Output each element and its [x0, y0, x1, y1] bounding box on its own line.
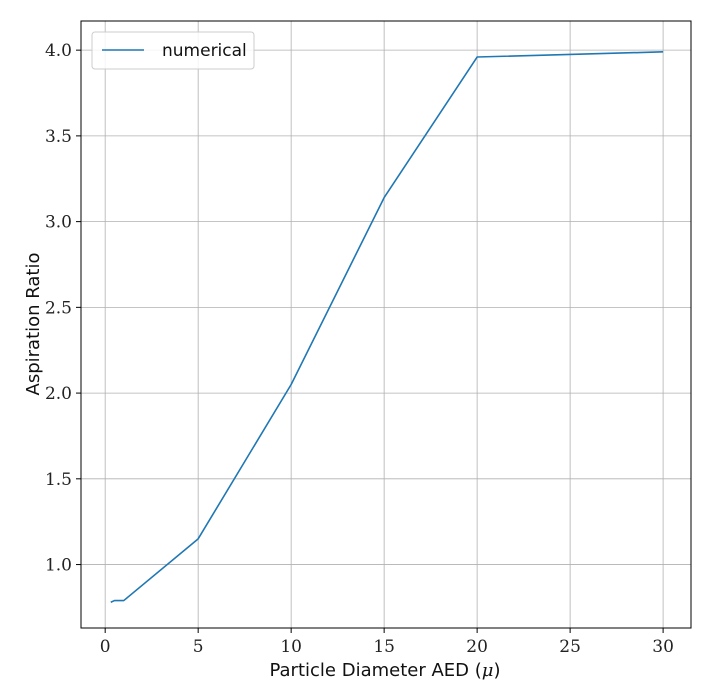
- y-tick-label: 2.0: [45, 384, 72, 404]
- y-tick-label: 4.0: [45, 41, 72, 61]
- legend-box: [91, 31, 255, 70]
- grid-lines: [81, 21, 691, 628]
- x-tick-label: 20: [466, 637, 488, 657]
- x-axis-label-unit: μ: [482, 660, 494, 681]
- x-tick-label: 15: [373, 637, 395, 657]
- legend: numerical: [91, 31, 255, 70]
- plot-area-frame: [80, 20, 692, 629]
- y-tick-label: 2.5: [45, 298, 72, 318]
- y-axis-label: Aspiration Ratio: [23, 253, 44, 396]
- y-tick-label: 1.5: [45, 470, 72, 490]
- series-layer: [110, 51, 664, 604]
- y-tick-label: 3.5: [45, 127, 72, 147]
- y-tick-label: 1.0: [45, 556, 72, 576]
- x-tick-label: 10: [280, 637, 302, 657]
- legend-label-numerical: numerical: [162, 41, 247, 61]
- x-tick-label: 5: [193, 637, 204, 657]
- series-line-numerical: [110, 51, 664, 604]
- axis-ticks: 0 5 10 15 20 25 30 1.0 1.5 2.0 2.5 3.0 3.5 4.0: [45, 41, 674, 657]
- x-tick-label: 25: [559, 637, 581, 657]
- y-tick-label: 3.0: [45, 213, 72, 233]
- x-tick-label: 30: [652, 637, 674, 657]
- x-axis-label: Particle Diameter AED (μ): [269, 660, 500, 681]
- x-tick-label: 0: [100, 637, 111, 657]
- x-axis-label-text: Particle Diameter AED: [269, 660, 469, 681]
